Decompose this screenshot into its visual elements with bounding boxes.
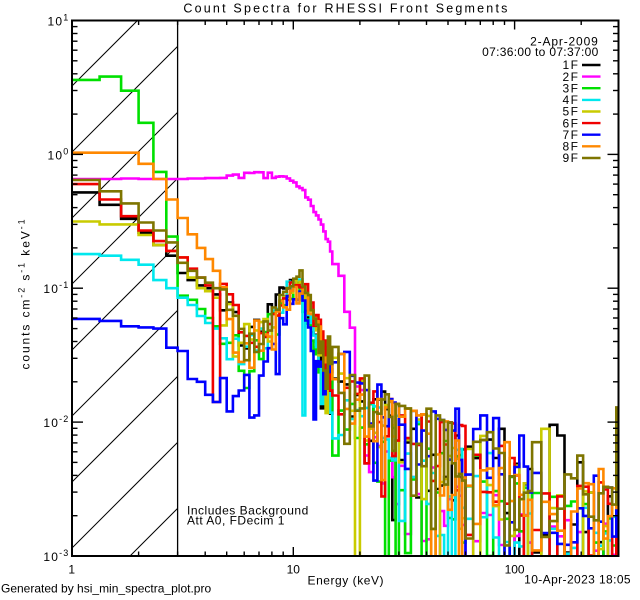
- svg-text:counts cm-2 s-1 keV-1: counts cm-2 s-1 keV-1: [17, 218, 33, 370]
- svg-text:9F: 9F: [562, 151, 579, 165]
- svg-text:Includes Background: Includes Background: [187, 503, 309, 517]
- svg-text:10: 10: [287, 562, 301, 576]
- svg-text:2F: 2F: [562, 70, 579, 84]
- svg-text:6F: 6F: [562, 116, 579, 130]
- svg-text:Energy (keV): Energy (keV): [308, 574, 385, 588]
- svg-text:8F: 8F: [562, 140, 579, 154]
- svg-text:101: 101: [48, 13, 70, 29]
- svg-text:Generated by hsi_min_spectra_p: Generated by hsi_min_spectra_plot.pro: [1, 581, 211, 595]
- svg-text:10-Apr-2023 18:05: 10-Apr-2023 18:05: [524, 573, 631, 587]
- svg-text:1F: 1F: [562, 58, 579, 72]
- svg-text:Att A0, FDecim 1: Att A0, FDecim 1: [187, 513, 285, 527]
- svg-text:100: 100: [48, 146, 70, 162]
- svg-text:1: 1: [68, 562, 75, 576]
- svg-text:Count Spectra for RHESSI Front: Count Spectra for RHESSI Front Segments: [183, 2, 509, 16]
- svg-text:07:36:00 to 07:37:00: 07:36:00 to 07:37:00: [482, 45, 599, 59]
- svg-text:3F: 3F: [562, 81, 579, 95]
- svg-text:100: 100: [505, 562, 525, 576]
- svg-text:4F: 4F: [562, 93, 579, 107]
- svg-text:7F: 7F: [562, 128, 579, 142]
- svg-text:2-Apr-2009: 2-Apr-2009: [530, 35, 598, 49]
- svg-text:5F: 5F: [562, 105, 579, 119]
